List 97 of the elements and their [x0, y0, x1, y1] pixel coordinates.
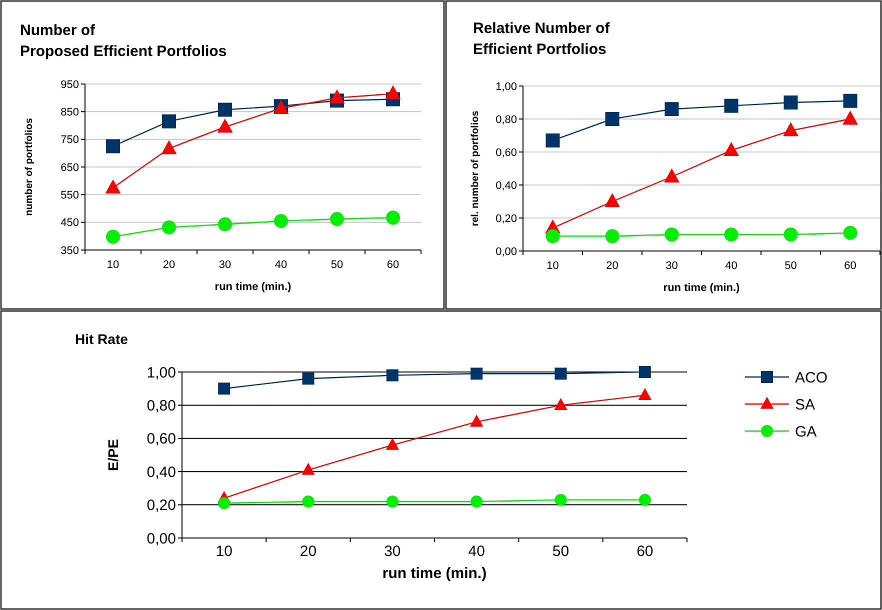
point [784, 96, 798, 110]
x-axis-title: run time (min.) [382, 565, 487, 582]
point [604, 193, 620, 208]
y-tick-label: 0,60 [146, 430, 176, 448]
point [783, 122, 798, 136]
point [664, 168, 680, 182]
y-tick-label: 0,40 [146, 464, 176, 481]
point [162, 114, 176, 128]
y-tick-label: 550 [60, 190, 79, 202]
y-axis-title: E/PE [105, 439, 121, 471]
point [218, 382, 230, 395]
point [724, 142, 739, 156]
point [106, 139, 120, 154]
point [218, 497, 230, 510]
y-tick-label: 450 [60, 217, 79, 230]
x-tick-label: 30 [666, 260, 678, 272]
point [470, 414, 484, 427]
point [386, 495, 398, 508]
legend-label: SA [795, 396, 816, 414]
point [218, 217, 232, 232]
point [470, 495, 483, 508]
point [664, 102, 679, 116]
point [724, 98, 738, 113]
point [605, 112, 620, 126]
point [329, 89, 345, 104]
y-tick-label: 350 [60, 244, 79, 257]
point [386, 438, 400, 450]
y-tick-label: 0,00 [146, 530, 176, 548]
y-tick-label: 750 [60, 134, 79, 146]
point [784, 228, 798, 242]
x-tick-label: 60 [386, 259, 400, 271]
point [554, 368, 567, 380]
point [162, 220, 176, 234]
y-tick-label: 0,80 [146, 397, 176, 414]
point [217, 118, 233, 132]
y-axis-title: number of portfolios [24, 118, 35, 216]
y-axis-title: rel. number of portfolios [470, 110, 481, 226]
point [843, 94, 858, 108]
x-axis-title: run time (min.) [214, 281, 292, 293]
point [386, 210, 400, 225]
x-tick-label: 20 [300, 543, 317, 560]
point [385, 85, 401, 100]
chart-title: Number of Proposed Efficient Portfolios [20, 22, 227, 60]
point [638, 366, 651, 378]
point [105, 179, 121, 194]
x-tick-label: 20 [162, 259, 176, 271]
chart-title: Relative Number of Efficient Portfolios [473, 20, 611, 58]
point [724, 228, 738, 242]
point [638, 388, 652, 400]
point [106, 230, 120, 244]
y-tick-label: 650 [60, 162, 79, 174]
point [470, 368, 483, 380]
y-tick-label: 0,00 [496, 246, 517, 258]
point [161, 140, 177, 154]
x-tick-label: 30 [384, 543, 401, 560]
x-tick-label: 60 [844, 260, 856, 272]
y-tick-label: 0,60 [496, 146, 517, 159]
y-tick-label: 0,80 [496, 114, 517, 126]
y-tick-label: 850 [60, 106, 79, 119]
y-tick-label: 1,00 [496, 80, 517, 93]
point [546, 229, 560, 244]
point [302, 372, 314, 385]
x-tick-label: 10 [546, 260, 559, 272]
point [330, 212, 344, 226]
legend-label: ACO [795, 369, 828, 386]
point [554, 494, 567, 506]
legend-label: GA [795, 423, 817, 440]
x-tick-label: 40 [468, 543, 485, 560]
y-tick-label: 0,20 [146, 497, 176, 514]
point [218, 102, 232, 117]
point [302, 495, 314, 508]
y-tick-label: 0,40 [496, 180, 517, 192]
x-tick-label: 10 [106, 259, 120, 271]
y-tick-label: 1,00 [146, 364, 176, 382]
point [554, 398, 568, 410]
x-tick-label: 40 [274, 259, 288, 271]
x-tick-label: 20 [606, 260, 618, 272]
y-tick-label: 0,20 [496, 212, 517, 225]
point [546, 133, 560, 148]
point [274, 214, 288, 228]
point [302, 462, 315, 475]
point [664, 228, 679, 242]
x-tick-label: 50 [330, 259, 344, 271]
point [843, 226, 858, 240]
x-tick-label: 50 [784, 260, 797, 272]
x-tick-label: 10 [216, 543, 232, 560]
point [386, 369, 398, 382]
x-tick-label: 60 [636, 543, 654, 560]
point [638, 494, 651, 506]
x-tick-label: 50 [552, 543, 570, 560]
point [842, 110, 858, 125]
point [605, 229, 620, 244]
x-axis-title: run time (min.) [663, 282, 740, 294]
chart-title: Hit Rate [75, 331, 128, 347]
x-tick-label: 40 [725, 260, 738, 272]
y-tick-label: 950 [60, 78, 79, 91]
x-tick-label: 30 [218, 259, 232, 271]
